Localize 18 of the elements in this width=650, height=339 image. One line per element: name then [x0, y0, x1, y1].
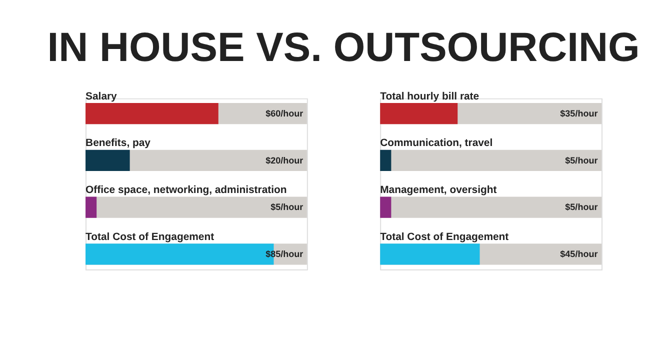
category-label: Total Cost of Engagement — [380, 232, 509, 243]
category-label: Salary — [86, 91, 117, 102]
bar — [86, 150, 130, 171]
bar — [86, 196, 97, 218]
data-label: $5/hour — [565, 202, 598, 212]
chart-title: IN HOUSE VS. OUTSOURCING — [47, 24, 640, 70]
category-label: Total hourly bill rate — [380, 91, 480, 102]
category-label: Management, oversight — [380, 185, 497, 196]
category-label: Total Cost of Engagement — [86, 232, 214, 243]
data-label: $45/hour — [560, 249, 598, 260]
data-label: $5/hour — [270, 202, 304, 212]
data-label: $35/hour — [560, 108, 598, 118]
category-label: Benefits, pay — [86, 138, 150, 150]
data-label: $60/hour — [266, 108, 304, 118]
category-label: Communication, travel — [380, 138, 493, 150]
data-label: $20/hour — [266, 155, 304, 166]
data-label: $5/hour — [565, 155, 598, 166]
category-label: Office space, networking, administration — [86, 185, 287, 196]
